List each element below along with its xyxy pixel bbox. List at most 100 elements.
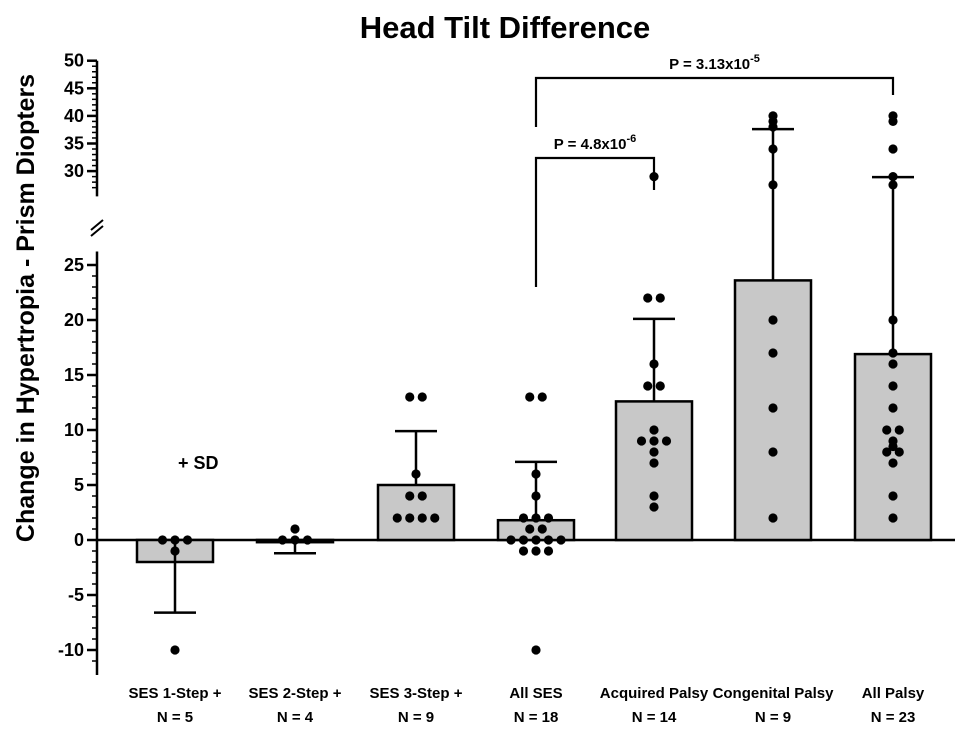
data-point: [894, 425, 904, 435]
data-point: [411, 469, 421, 479]
data-point: [888, 111, 898, 121]
data-point: [392, 513, 402, 523]
n-label: N = 14: [632, 709, 677, 726]
data-point: [531, 469, 541, 479]
category-label: All Palsy: [862, 685, 925, 702]
data-points: [157, 111, 904, 655]
data-point: [405, 513, 415, 523]
data-point: [649, 425, 659, 435]
y-tick-label: 0: [74, 530, 84, 550]
data-point: [417, 491, 427, 501]
y-tick-label: 10: [64, 420, 84, 440]
axis-break-mark: [90, 225, 104, 237]
data-point: [888, 403, 898, 413]
y-tick-label: 25: [64, 255, 84, 275]
category-label: Congenital Palsy: [713, 685, 835, 702]
y-tick-label: -5: [68, 585, 84, 605]
data-point: [655, 293, 665, 303]
data-point: [649, 502, 659, 512]
data-point: [277, 535, 288, 545]
p-value-exponent: -5: [750, 53, 760, 65]
p-value-label: P = 4.8x10-6: [554, 133, 637, 153]
data-point: [649, 458, 659, 468]
data-point: [405, 491, 415, 501]
data-point: [518, 535, 529, 545]
comparison-bracket: [534, 156, 656, 287]
data-point: [556, 535, 566, 545]
y-tick-label: 45: [64, 78, 84, 98]
data-point: [518, 513, 529, 523]
y-tick-label: 5: [74, 475, 84, 495]
data-point: [170, 645, 180, 655]
n-label: N = 9: [755, 709, 791, 726]
data-point: [888, 315, 898, 325]
n-label: N = 23: [871, 709, 916, 726]
data-point: [636, 436, 647, 446]
data-point: [768, 315, 778, 325]
data-point: [643, 381, 653, 391]
data-point: [661, 436, 672, 446]
data-point: [290, 535, 300, 545]
data-point: [888, 172, 898, 182]
data-point: [768, 348, 778, 358]
category-label: SES 1-Step +: [129, 685, 222, 702]
category-label: SES 2-Step +: [249, 685, 342, 702]
data-point: [430, 513, 440, 523]
category-labels: SES 1-Step + N = 5 SES 2-Step + N = 4 SES 3-…: [129, 685, 925, 726]
data-point: [182, 535, 193, 545]
y-tick-label: 30: [64, 161, 84, 181]
n-label: N = 9: [398, 709, 434, 726]
bar: [376, 483, 456, 542]
data-point: [655, 381, 665, 391]
data-point: [643, 293, 653, 303]
data-point: [882, 447, 892, 457]
data-point: [882, 425, 892, 435]
data-point: [405, 392, 415, 402]
data-point: [768, 447, 778, 457]
p-value-exponent: -6: [626, 133, 636, 145]
data-point: [531, 546, 541, 556]
data-point: [888, 491, 898, 501]
n-label: N = 5: [157, 709, 193, 726]
data-point: [768, 403, 778, 413]
y-tick-label: -10: [58, 640, 84, 660]
bar: [614, 400, 694, 542]
data-point: [543, 535, 554, 545]
data-point: [537, 524, 547, 534]
data-point: [888, 144, 898, 154]
data-point: [649, 436, 659, 446]
n-label: N = 18: [514, 709, 559, 726]
comparison-bracket: [534, 76, 895, 127]
category-label: SES 3-Step +: [370, 685, 463, 702]
data-point: [543, 513, 554, 523]
axis-break-mark: [90, 219, 104, 231]
data-point: [888, 180, 898, 190]
category-label: All SES: [509, 685, 562, 702]
data-point: [649, 491, 659, 501]
y-tick-label: 35: [64, 134, 84, 154]
data-point: [888, 348, 898, 358]
data-point: [417, 392, 427, 402]
data-point: [537, 392, 547, 402]
data-point: [888, 441, 898, 452]
data-point: [531, 513, 541, 523]
data-point: [649, 359, 659, 369]
y-tick-label: 20: [64, 310, 84, 330]
data-point: [888, 513, 898, 523]
error-bar-legend: + SD: [178, 453, 219, 473]
data-point: [531, 535, 541, 545]
data-point: [768, 513, 778, 523]
y-axis-label: Change in Hypertropia - Prism Diopters: [12, 74, 40, 542]
data-point: [157, 535, 168, 545]
p-value-label: P = 3.13x10-5: [669, 53, 760, 73]
data-point: [543, 546, 554, 556]
y-tick-label: 50: [64, 51, 84, 71]
n-label: N = 4: [277, 709, 314, 726]
data-point: [649, 447, 659, 457]
data-point: [888, 359, 898, 369]
data-point: [531, 645, 541, 655]
data-point: [768, 111, 778, 121]
data-point: [170, 535, 180, 545]
data-point: [525, 392, 535, 402]
